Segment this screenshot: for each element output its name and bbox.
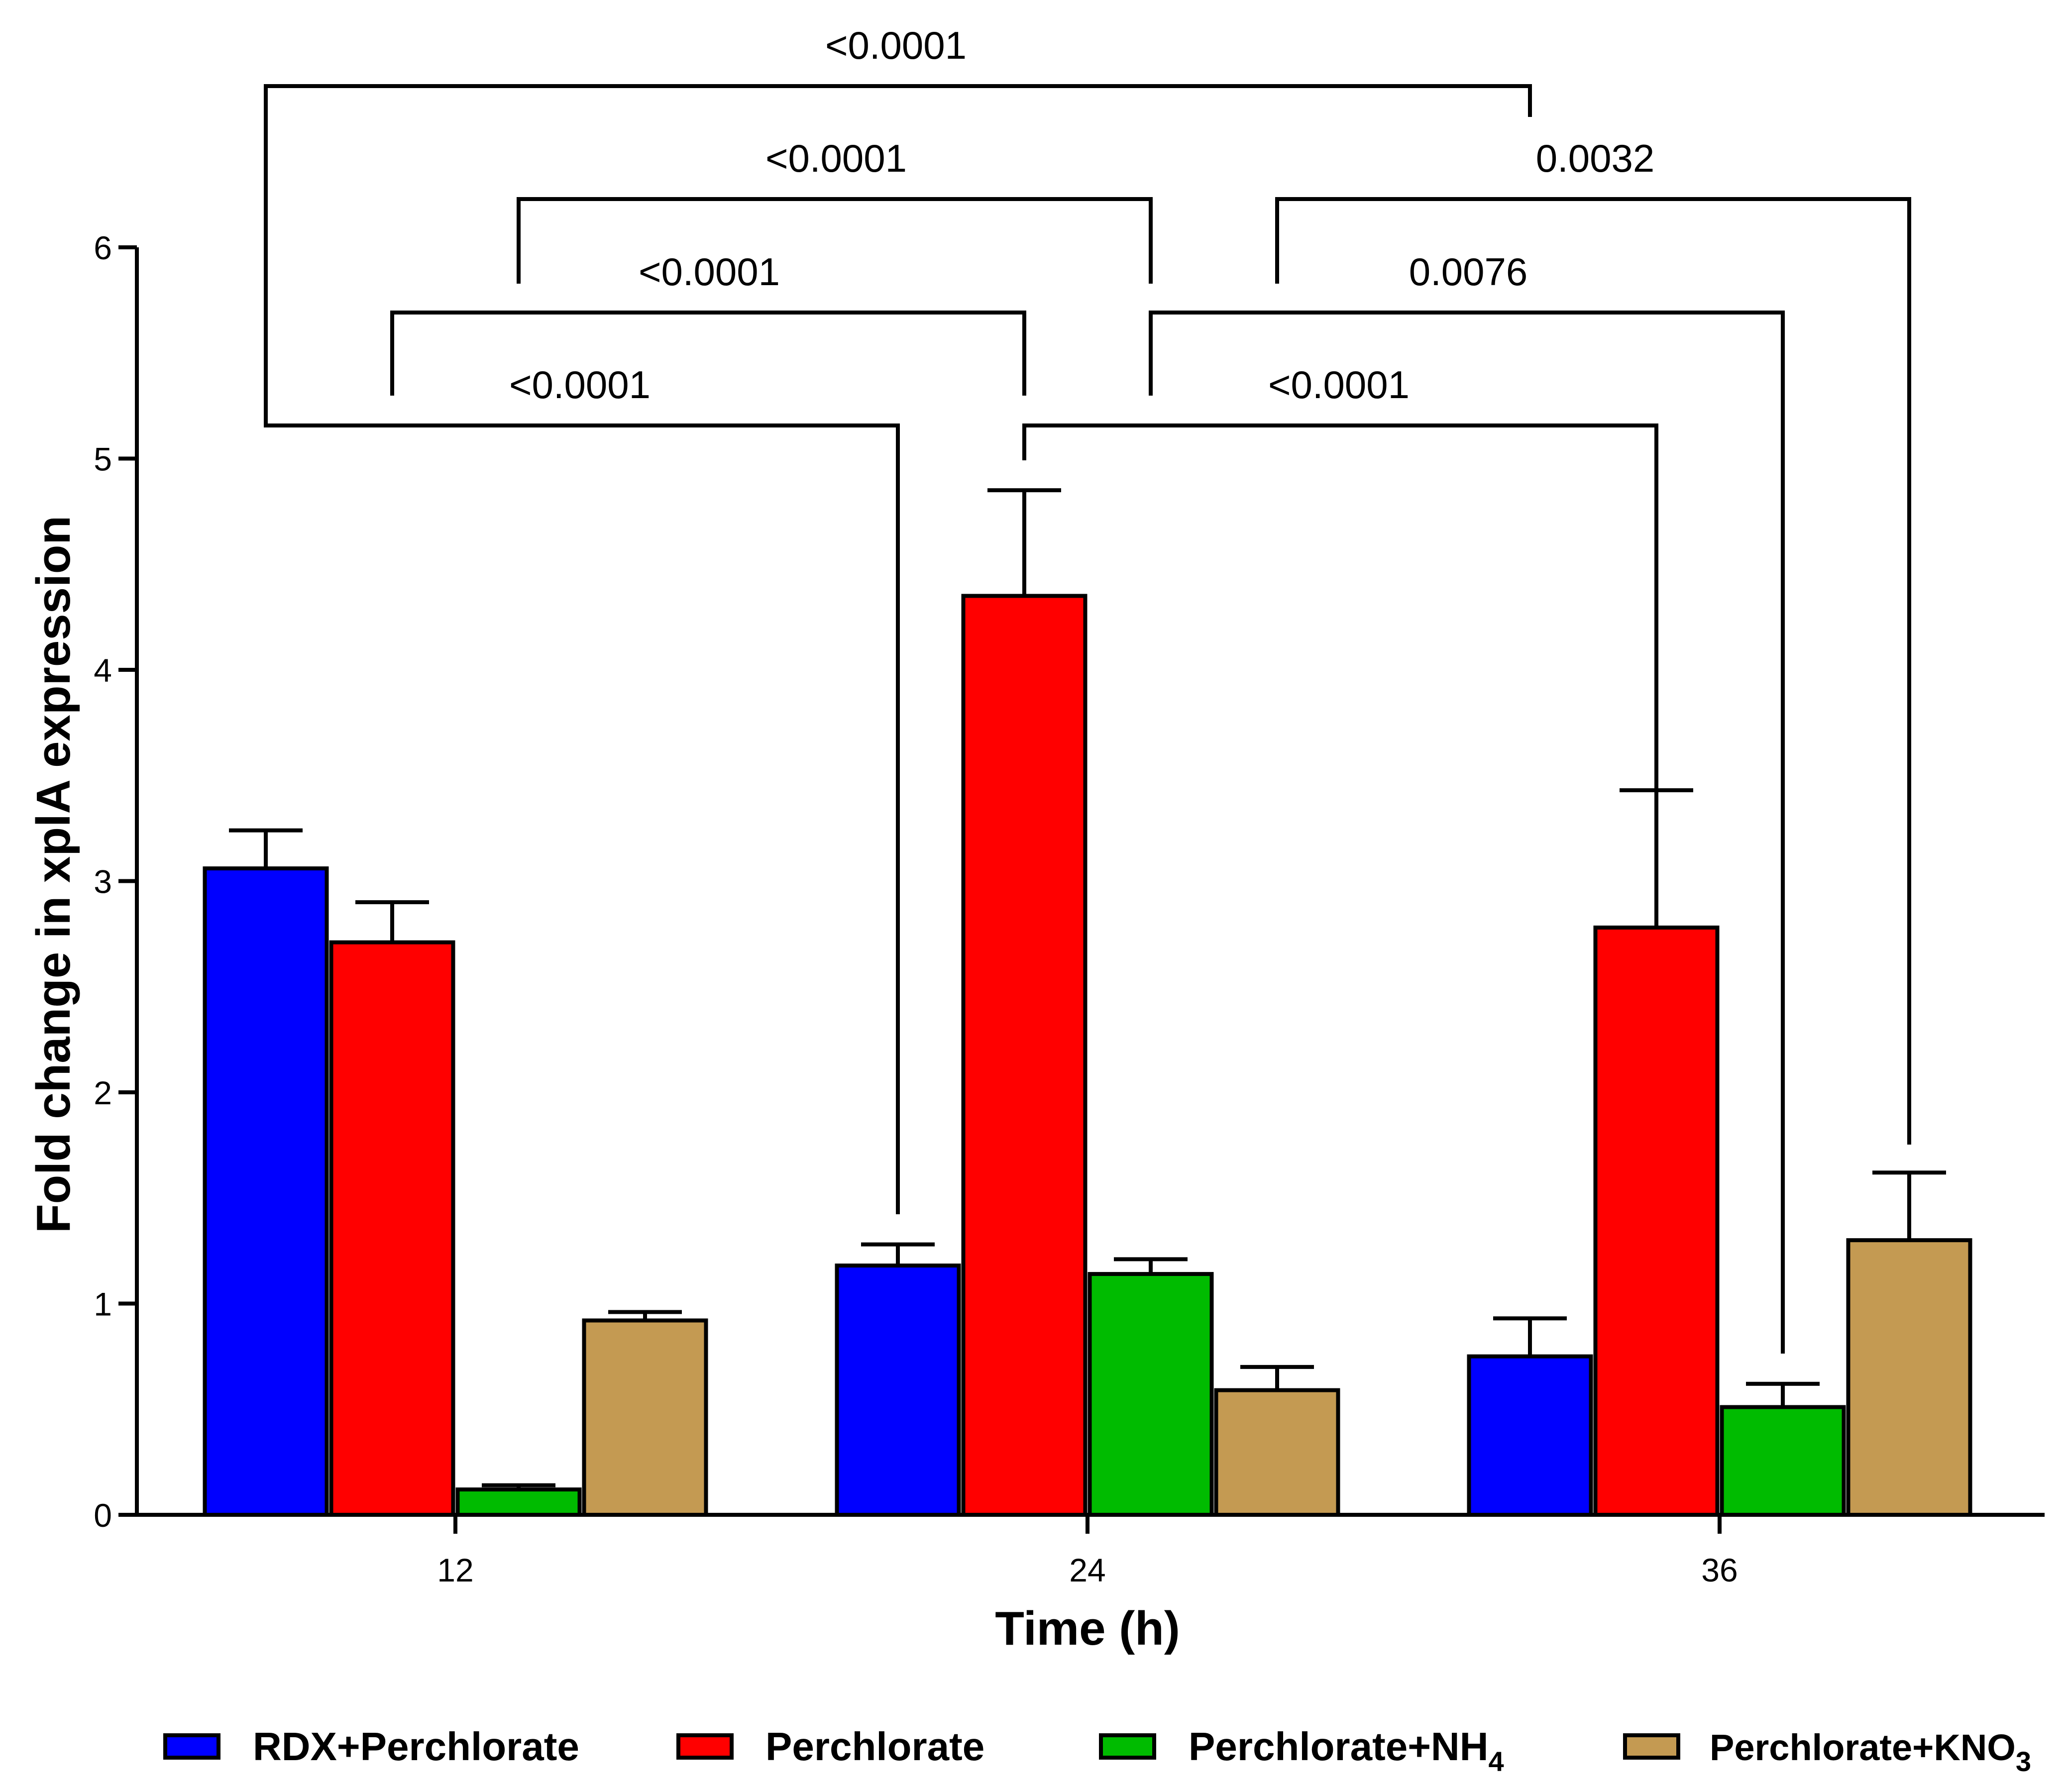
p-value-label-1: <0.0001 [509,363,651,407]
significance-bracket-1 [264,396,900,1214]
y-tick-label-6: 6 [94,229,112,266]
bar-perchlorate-36 [1593,925,1720,1517]
x-tick-label-12: 12 [437,1552,473,1588]
y-tick-label-2: 2 [94,1074,112,1111]
bar-perchlorate-kno3-12 [582,1318,708,1517]
x-axis-title: Time (h) [995,1602,1180,1655]
significance-bracket-5 [1022,423,1658,799]
bar-perchlorate-nh4-24 [1087,1272,1214,1517]
x-tick-label-24: 24 [1069,1552,1105,1588]
legend-swatch-perchlorate-kno3 [1623,1733,1680,1760]
bar-perchlorate-kno3-24 [1214,1388,1340,1517]
significance-bracket-6 [1149,311,1785,1354]
legend-swatch-perchlorate [676,1733,734,1760]
p-value-label-5: <0.0001 [1268,363,1410,407]
legend: RDX+Perchlorate Perchlorate Perchlorate+NH… [163,1724,2031,1777]
significance-bracket-2 [390,311,1026,396]
p-value-label-4: <0.0001 [825,23,967,67]
legend-label-rdx-perchlorate: RDX+Perchlorate [253,1724,579,1769]
bar-rdx-perchlorate-24 [835,1264,961,1517]
bar-rdx-perchlorate-12 [203,866,329,1517]
bar-rdx-perchlorate-36 [1467,1354,1593,1517]
bar-perchlorate-kno3-36 [1846,1238,1972,1517]
y-axis-title: Fold change in xplA expression [27,516,80,1233]
p-value-label-6: 0.0076 [1409,250,1528,294]
axes: Time (h) Fold change in xplA expression … [27,229,2045,1655]
bar-perchlorate-24 [961,594,1087,1517]
y-tick-label-4: 4 [94,652,112,689]
y-tick-label-0: 0 [94,1497,112,1534]
bar-perchlorate-12 [329,940,455,1517]
bars [203,488,1972,1517]
y-tick-label-5: 5 [94,441,112,478]
legend-label-perchlorate-nh4: Perchlorate+NH4 [1189,1724,1504,1777]
bar-perchlorate-nh4-12 [455,1487,582,1517]
y-tick-label-1: 1 [94,1286,112,1323]
significance-bracket-3 [517,197,1153,284]
significance-bracket-4 [264,84,1532,396]
legend-swatch-perchlorate-nh4 [1099,1733,1156,1760]
p-value-label-2: <0.0001 [639,250,780,294]
x-tick-label-36: 36 [1701,1552,1738,1588]
legend-swatch-rdx-perchlorate [163,1733,220,1760]
significance-brackets: <0.0001 <0.0001 <0.0001 <0.0001 <0.0001 0.007… [264,23,1911,1354]
y-tick-label-3: 3 [94,863,112,900]
p-value-label-7: 0.0032 [1536,136,1655,180]
legend-label-perchlorate: Perchlorate [765,1724,984,1769]
legend-label-perchlorate-kno3: Perchlorate+KNO3 [1710,1727,2031,1777]
p-value-label-3: <0.0001 [765,136,907,180]
significance-bracket-7 [1275,197,1911,1145]
bar-perchlorate-nh4-36 [1720,1405,1846,1517]
